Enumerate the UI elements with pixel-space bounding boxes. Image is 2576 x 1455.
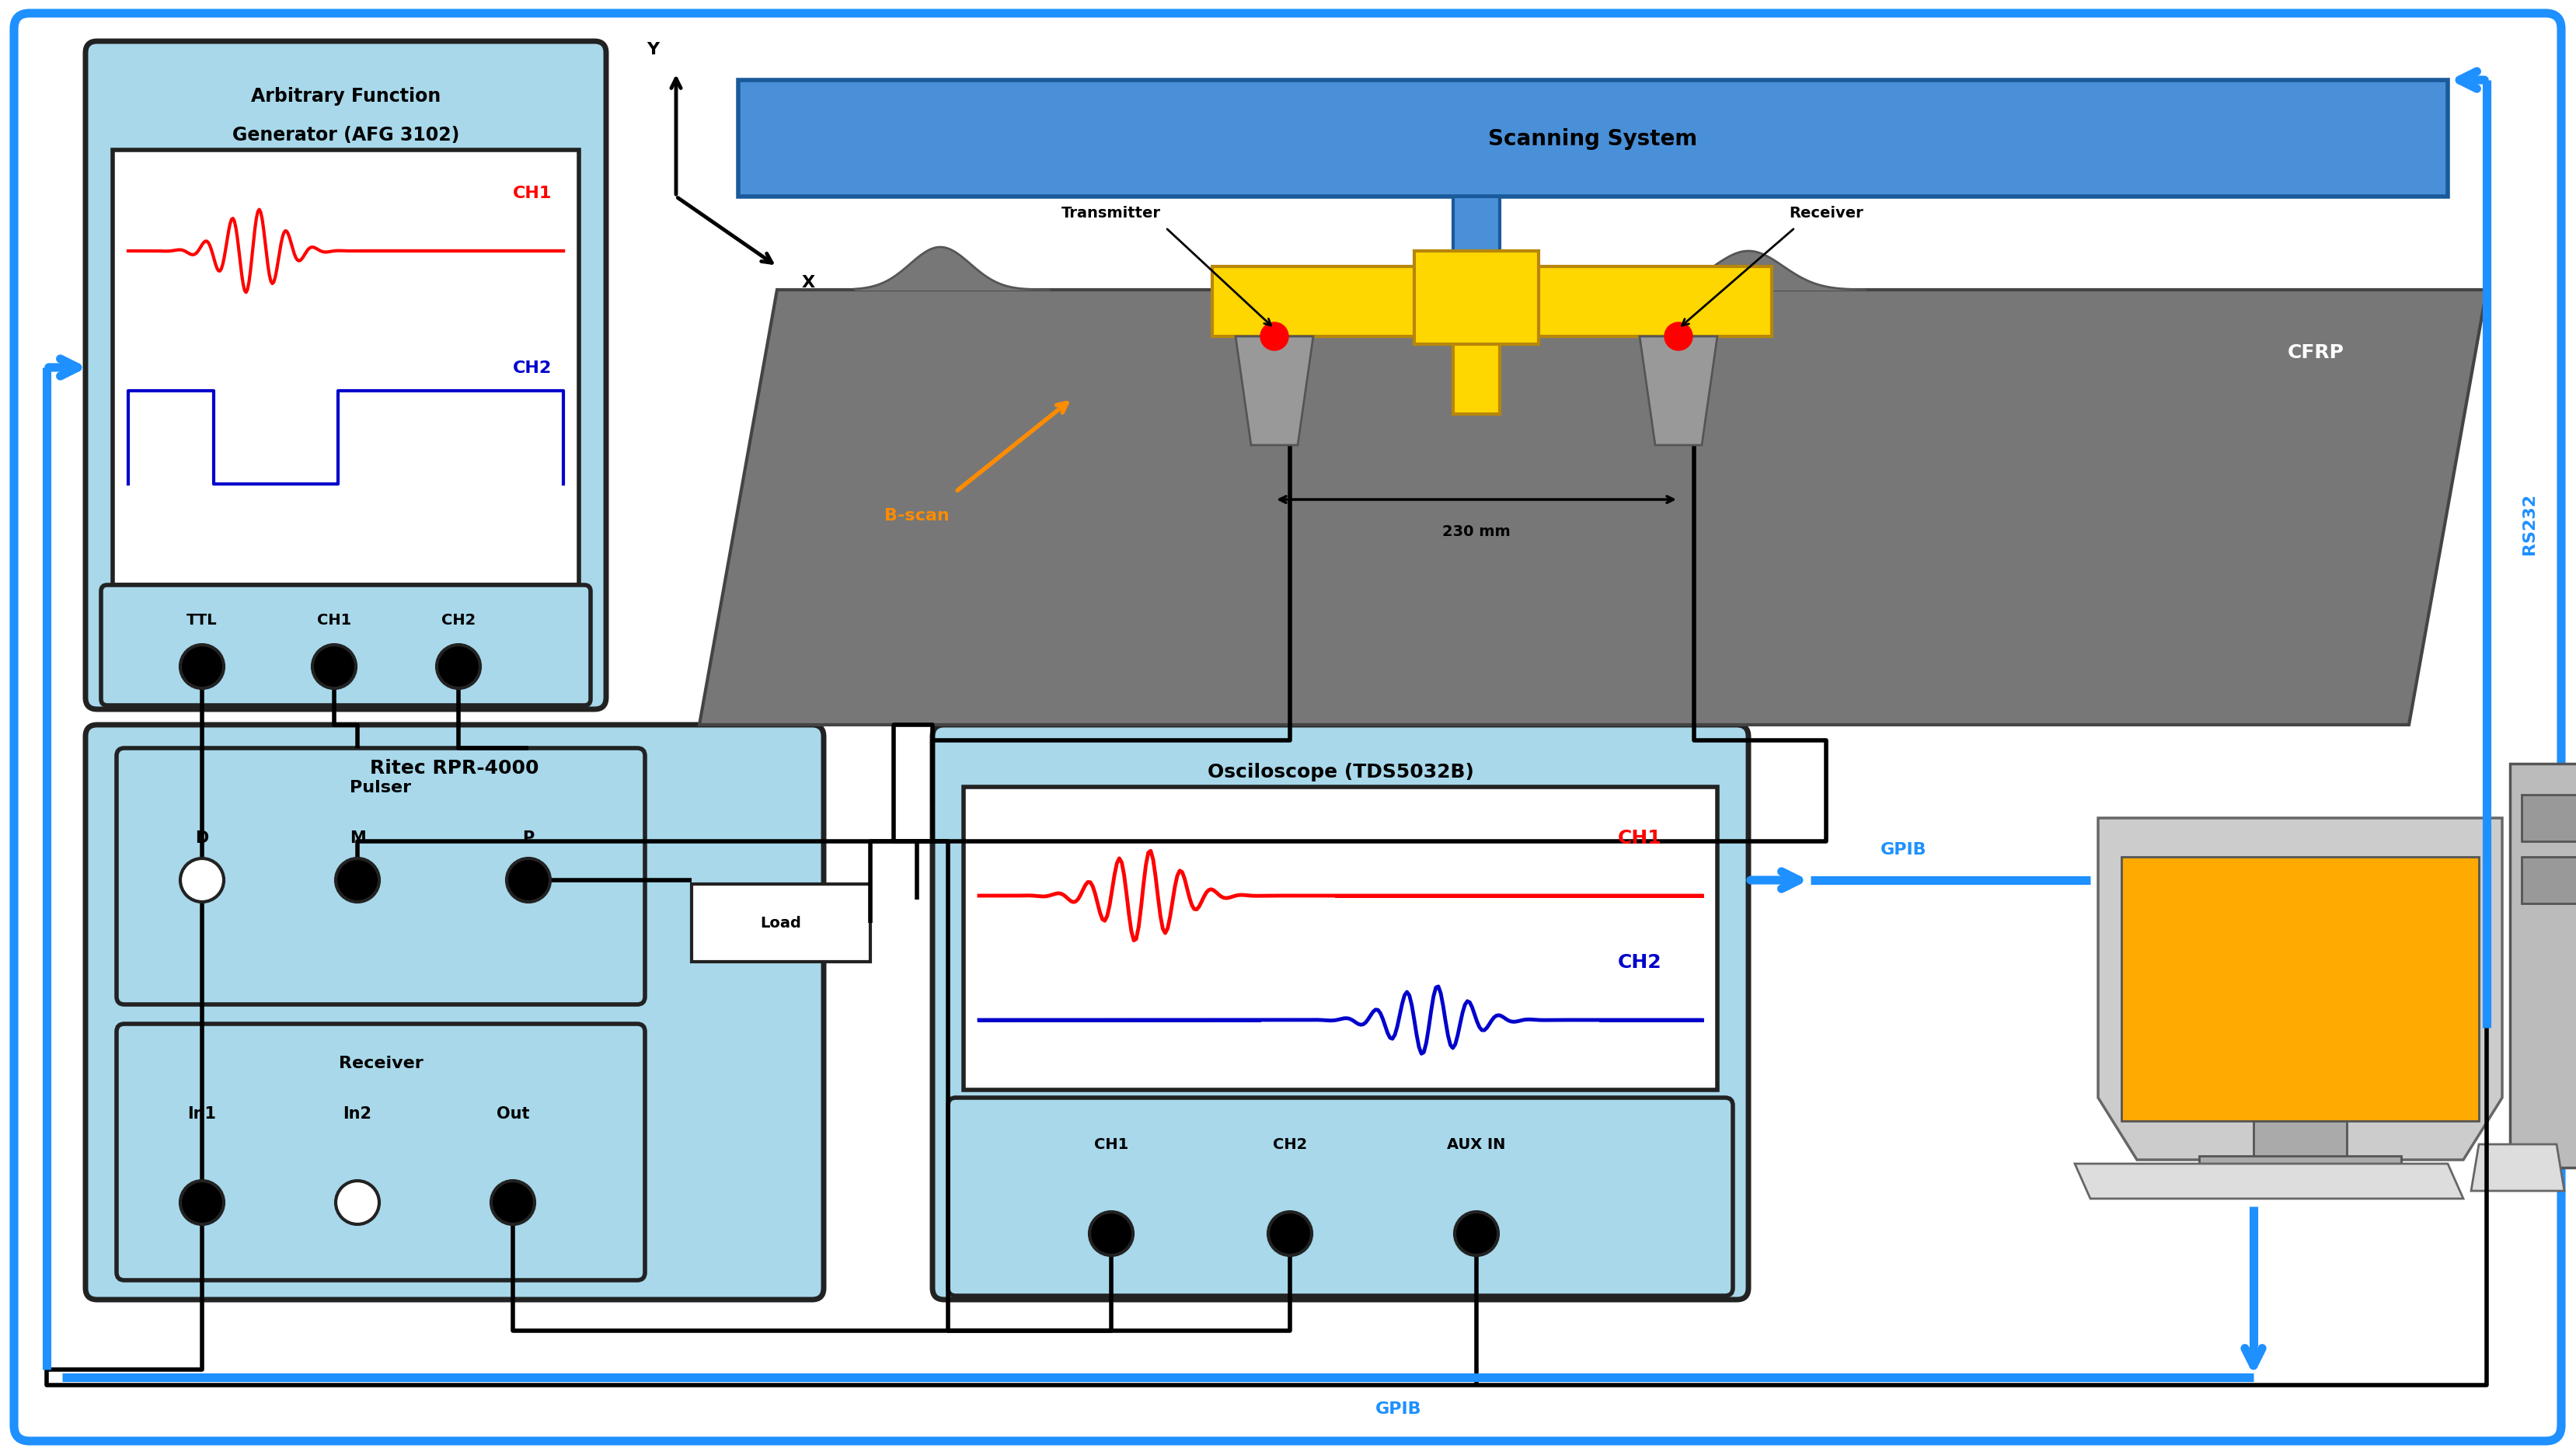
Text: CH1: CH1 <box>1618 828 1662 847</box>
Circle shape <box>180 858 224 902</box>
Bar <box>1453 338 1499 415</box>
Bar <box>1453 198 1499 291</box>
Text: CFRP: CFRP <box>2287 343 2344 362</box>
Text: Scanning System: Scanning System <box>1489 128 1698 150</box>
Circle shape <box>1455 1212 1499 1256</box>
Text: Y: Y <box>647 42 659 57</box>
FancyBboxPatch shape <box>85 42 605 710</box>
Polygon shape <box>1641 338 1718 445</box>
Circle shape <box>335 858 379 902</box>
Bar <box>1213 268 1772 338</box>
Bar <box>2522 794 2576 841</box>
Text: TTL: TTL <box>185 613 216 627</box>
Text: Osciloscope (TDS5032B): Osciloscope (TDS5032B) <box>1208 762 1473 781</box>
Text: In2: In2 <box>343 1106 371 1122</box>
Bar <box>113 151 580 585</box>
Circle shape <box>180 645 224 688</box>
Circle shape <box>335 1181 379 1225</box>
Circle shape <box>1090 1212 1133 1256</box>
Circle shape <box>1267 1212 1311 1256</box>
Circle shape <box>312 645 355 688</box>
Text: Load: Load <box>760 915 801 931</box>
Bar <box>1414 252 1538 345</box>
FancyBboxPatch shape <box>13 15 2561 1440</box>
Bar <box>963 787 1718 1090</box>
Text: 230 mm: 230 mm <box>1443 524 1510 538</box>
Bar <box>2254 1122 2347 1164</box>
Text: CH1: CH1 <box>317 613 350 627</box>
Circle shape <box>1260 323 1288 351</box>
Text: CH1: CH1 <box>513 186 551 201</box>
Circle shape <box>492 1181 536 1225</box>
Text: In1: In1 <box>188 1106 216 1122</box>
Polygon shape <box>2097 818 2501 1160</box>
Circle shape <box>1664 323 1692 351</box>
Text: Out: Out <box>497 1106 531 1122</box>
Polygon shape <box>2074 1164 2463 1199</box>
Circle shape <box>180 1181 224 1225</box>
Text: CH1: CH1 <box>1095 1136 1128 1152</box>
Text: AUX IN: AUX IN <box>1448 1136 1507 1152</box>
Bar <box>2200 1157 2401 1180</box>
Circle shape <box>438 645 479 688</box>
Text: CH2: CH2 <box>440 613 477 627</box>
Text: CH2: CH2 <box>1273 1136 1306 1152</box>
Text: GPIB: GPIB <box>1376 1401 1422 1416</box>
Text: D: D <box>196 829 209 845</box>
Text: GPIB: GPIB <box>1880 841 1927 857</box>
Bar <box>2509 764 2576 1168</box>
FancyBboxPatch shape <box>948 1099 1734 1296</box>
Bar <box>2123 857 2478 1122</box>
Text: P: P <box>523 829 533 845</box>
FancyBboxPatch shape <box>85 725 824 1299</box>
Text: CH2: CH2 <box>1618 953 1662 972</box>
Text: Transmitter: Transmitter <box>1061 205 1162 220</box>
Text: M: M <box>350 829 366 845</box>
Text: Arbitrary Function: Arbitrary Function <box>250 87 440 106</box>
Text: Receiver: Receiver <box>337 1055 422 1071</box>
Text: Pulser: Pulser <box>350 780 412 794</box>
FancyBboxPatch shape <box>933 725 1749 1299</box>
Bar <box>690 885 871 962</box>
Bar <box>739 80 2447 198</box>
FancyBboxPatch shape <box>116 1024 644 1280</box>
FancyBboxPatch shape <box>116 748 644 1005</box>
Text: Ritec RPR-4000: Ritec RPR-4000 <box>371 758 538 777</box>
Text: B-scan: B-scan <box>884 508 951 524</box>
Text: RS232: RS232 <box>2522 493 2537 554</box>
Text: Receiver: Receiver <box>1788 205 1862 220</box>
Circle shape <box>507 858 551 902</box>
Text: CH2: CH2 <box>513 361 551 375</box>
Polygon shape <box>698 291 2486 725</box>
FancyBboxPatch shape <box>100 585 590 706</box>
Text: X: X <box>801 275 814 291</box>
Bar <box>2522 857 2576 904</box>
Polygon shape <box>2470 1145 2563 1192</box>
Text: Generator (AFG 3102): Generator (AFG 3102) <box>232 125 459 144</box>
Polygon shape <box>1236 338 1314 445</box>
